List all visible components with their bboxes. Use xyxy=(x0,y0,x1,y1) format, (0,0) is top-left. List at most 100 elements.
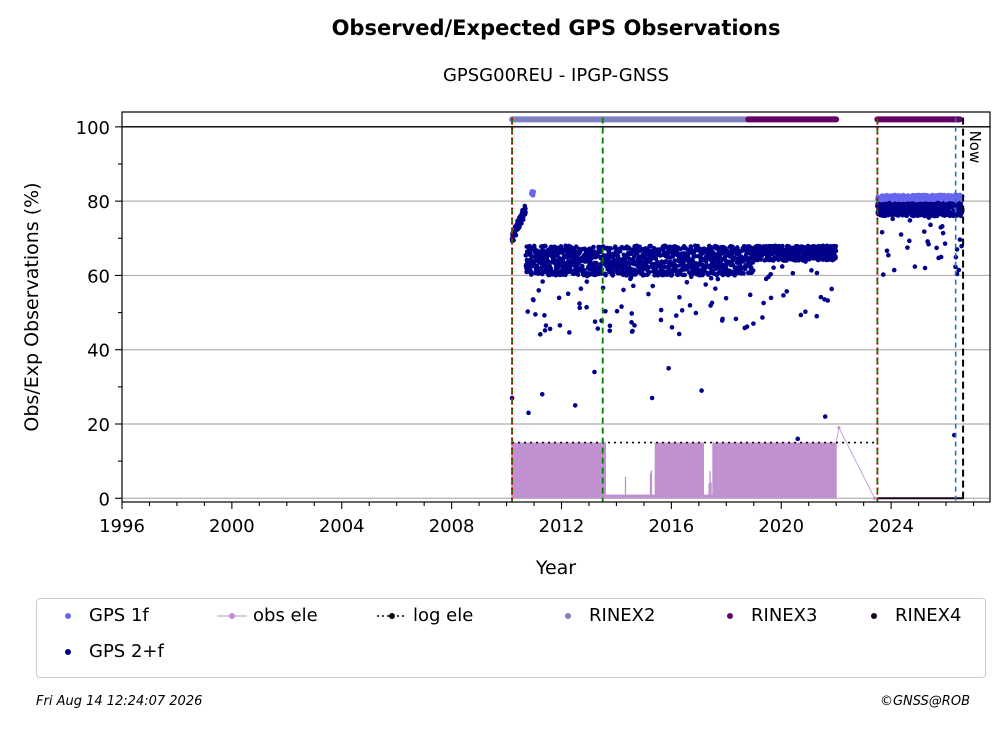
gps2f-point xyxy=(542,328,548,333)
x-tick-label: 2024 xyxy=(868,516,914,537)
gps2f-point xyxy=(536,288,542,293)
gps2f-point xyxy=(533,312,538,317)
gps2f-point xyxy=(513,232,519,238)
gps2f-point xyxy=(582,268,587,273)
gps2f-point xyxy=(723,295,729,301)
gps2f-point xyxy=(833,255,838,261)
legend-label: GPS 2+f xyxy=(89,641,164,662)
gps2f-point xyxy=(942,241,948,246)
chart-title: Observed/Expected GPS Observations xyxy=(331,16,781,40)
gps2f-point xyxy=(890,216,895,222)
data-layer xyxy=(509,116,965,500)
gps2f-point xyxy=(814,313,820,319)
gps2f-point xyxy=(519,221,524,226)
gps2f-point xyxy=(703,282,709,287)
gps2f-point xyxy=(723,264,729,270)
gps2f-point xyxy=(720,316,725,322)
y-tick-label: 40 xyxy=(87,341,110,362)
gps2f-point xyxy=(614,308,620,314)
obs-ele-line xyxy=(835,427,840,443)
gps2f-point xyxy=(673,313,679,318)
gps2f-point xyxy=(665,255,670,260)
gps2f-point xyxy=(572,403,578,408)
legend-marker-log_ele xyxy=(377,606,407,626)
gps2f-point xyxy=(896,213,901,218)
x-tick-label: 2004 xyxy=(319,516,365,537)
gps2f-point xyxy=(708,275,714,281)
gps2f-point xyxy=(722,254,728,260)
legend-item-rinex2: RINEX2 xyxy=(553,605,655,626)
gps2f-point xyxy=(693,310,699,316)
gps2f-point xyxy=(591,244,596,250)
x-axis-label: Year xyxy=(535,557,576,579)
gps2f-point xyxy=(632,323,637,328)
gps2f-point xyxy=(934,245,939,251)
legend-marker-gps1f xyxy=(53,606,83,626)
gps2f-point xyxy=(567,330,572,335)
gps2f-point xyxy=(747,292,753,298)
gps2f-point xyxy=(715,276,721,282)
gps2f-point xyxy=(538,332,543,337)
gps2f-point xyxy=(822,414,828,419)
legend-marker-rinex2 xyxy=(553,606,583,626)
gps2f-point xyxy=(526,410,531,416)
gps2f-point xyxy=(744,324,750,329)
legend-label: log ele xyxy=(413,605,474,626)
gps2f-point xyxy=(584,304,589,310)
gps2f-point xyxy=(879,229,885,235)
gps2f-point xyxy=(528,272,534,277)
gps2f-point xyxy=(809,268,814,273)
gps2f-point xyxy=(825,298,831,303)
gps2f-point xyxy=(780,243,785,249)
gps2f-point xyxy=(577,301,582,306)
gps2f-point xyxy=(631,283,636,289)
gps2f-point xyxy=(751,321,756,326)
y-tick-label: 80 xyxy=(87,192,110,213)
gps2f-point xyxy=(803,309,808,315)
x-tick-label: 2012 xyxy=(539,516,585,537)
gps2f-point xyxy=(540,279,545,284)
gps2f-point xyxy=(683,245,688,251)
gps2f-point xyxy=(953,264,958,270)
gps2f-point xyxy=(679,308,685,313)
gps2f-point xyxy=(607,323,613,329)
legend-label: RINEX4 xyxy=(895,605,962,626)
legend-item-obs_ele: obs ele xyxy=(217,605,318,626)
gps2f-point xyxy=(732,255,737,261)
gps2f-point xyxy=(907,238,912,244)
gps2f-point xyxy=(662,264,667,270)
gps2f-point xyxy=(658,307,664,313)
gps2f-point xyxy=(768,271,773,277)
gps2f-point xyxy=(829,286,834,292)
x-tick-label: 2008 xyxy=(429,516,475,537)
gps2f-point xyxy=(594,260,599,266)
gps2f-point xyxy=(814,270,820,276)
footer-timestamp: Fri Aug 14 12:24:07 2026 xyxy=(36,694,203,709)
gps2f-point xyxy=(779,264,785,269)
gps2f-point xyxy=(578,286,584,292)
gps2f-point xyxy=(926,241,931,247)
gps2f-point xyxy=(592,319,598,324)
gps2f-point xyxy=(523,209,528,215)
gps2f-point xyxy=(617,249,623,254)
gps2f-point xyxy=(525,309,531,314)
gps2f-point xyxy=(677,294,682,300)
gps2f-point xyxy=(628,251,634,257)
gps2f-point xyxy=(531,297,536,303)
chart: 1996 2000 2004 2008 2012 2016 2020 2024 0 20 40 60 8… xyxy=(21,111,991,579)
gps2f-point xyxy=(781,293,786,298)
gps2f-point xyxy=(884,248,890,254)
gps2f-point xyxy=(687,303,693,308)
legend-label: obs ele xyxy=(253,605,318,626)
gps2f-point xyxy=(733,316,739,322)
gps2f-point xyxy=(957,237,963,242)
legend-item-rinex4: RINEX4 xyxy=(859,605,961,626)
gps2f-point xyxy=(584,279,590,284)
gps2f-point xyxy=(833,248,839,254)
gps2f-point xyxy=(709,300,715,306)
gps2f-point xyxy=(898,232,904,237)
gps2f-point xyxy=(603,309,608,314)
gps2f-point xyxy=(629,311,635,316)
gps2f-point xyxy=(795,436,801,442)
gps2f-point xyxy=(750,268,756,273)
